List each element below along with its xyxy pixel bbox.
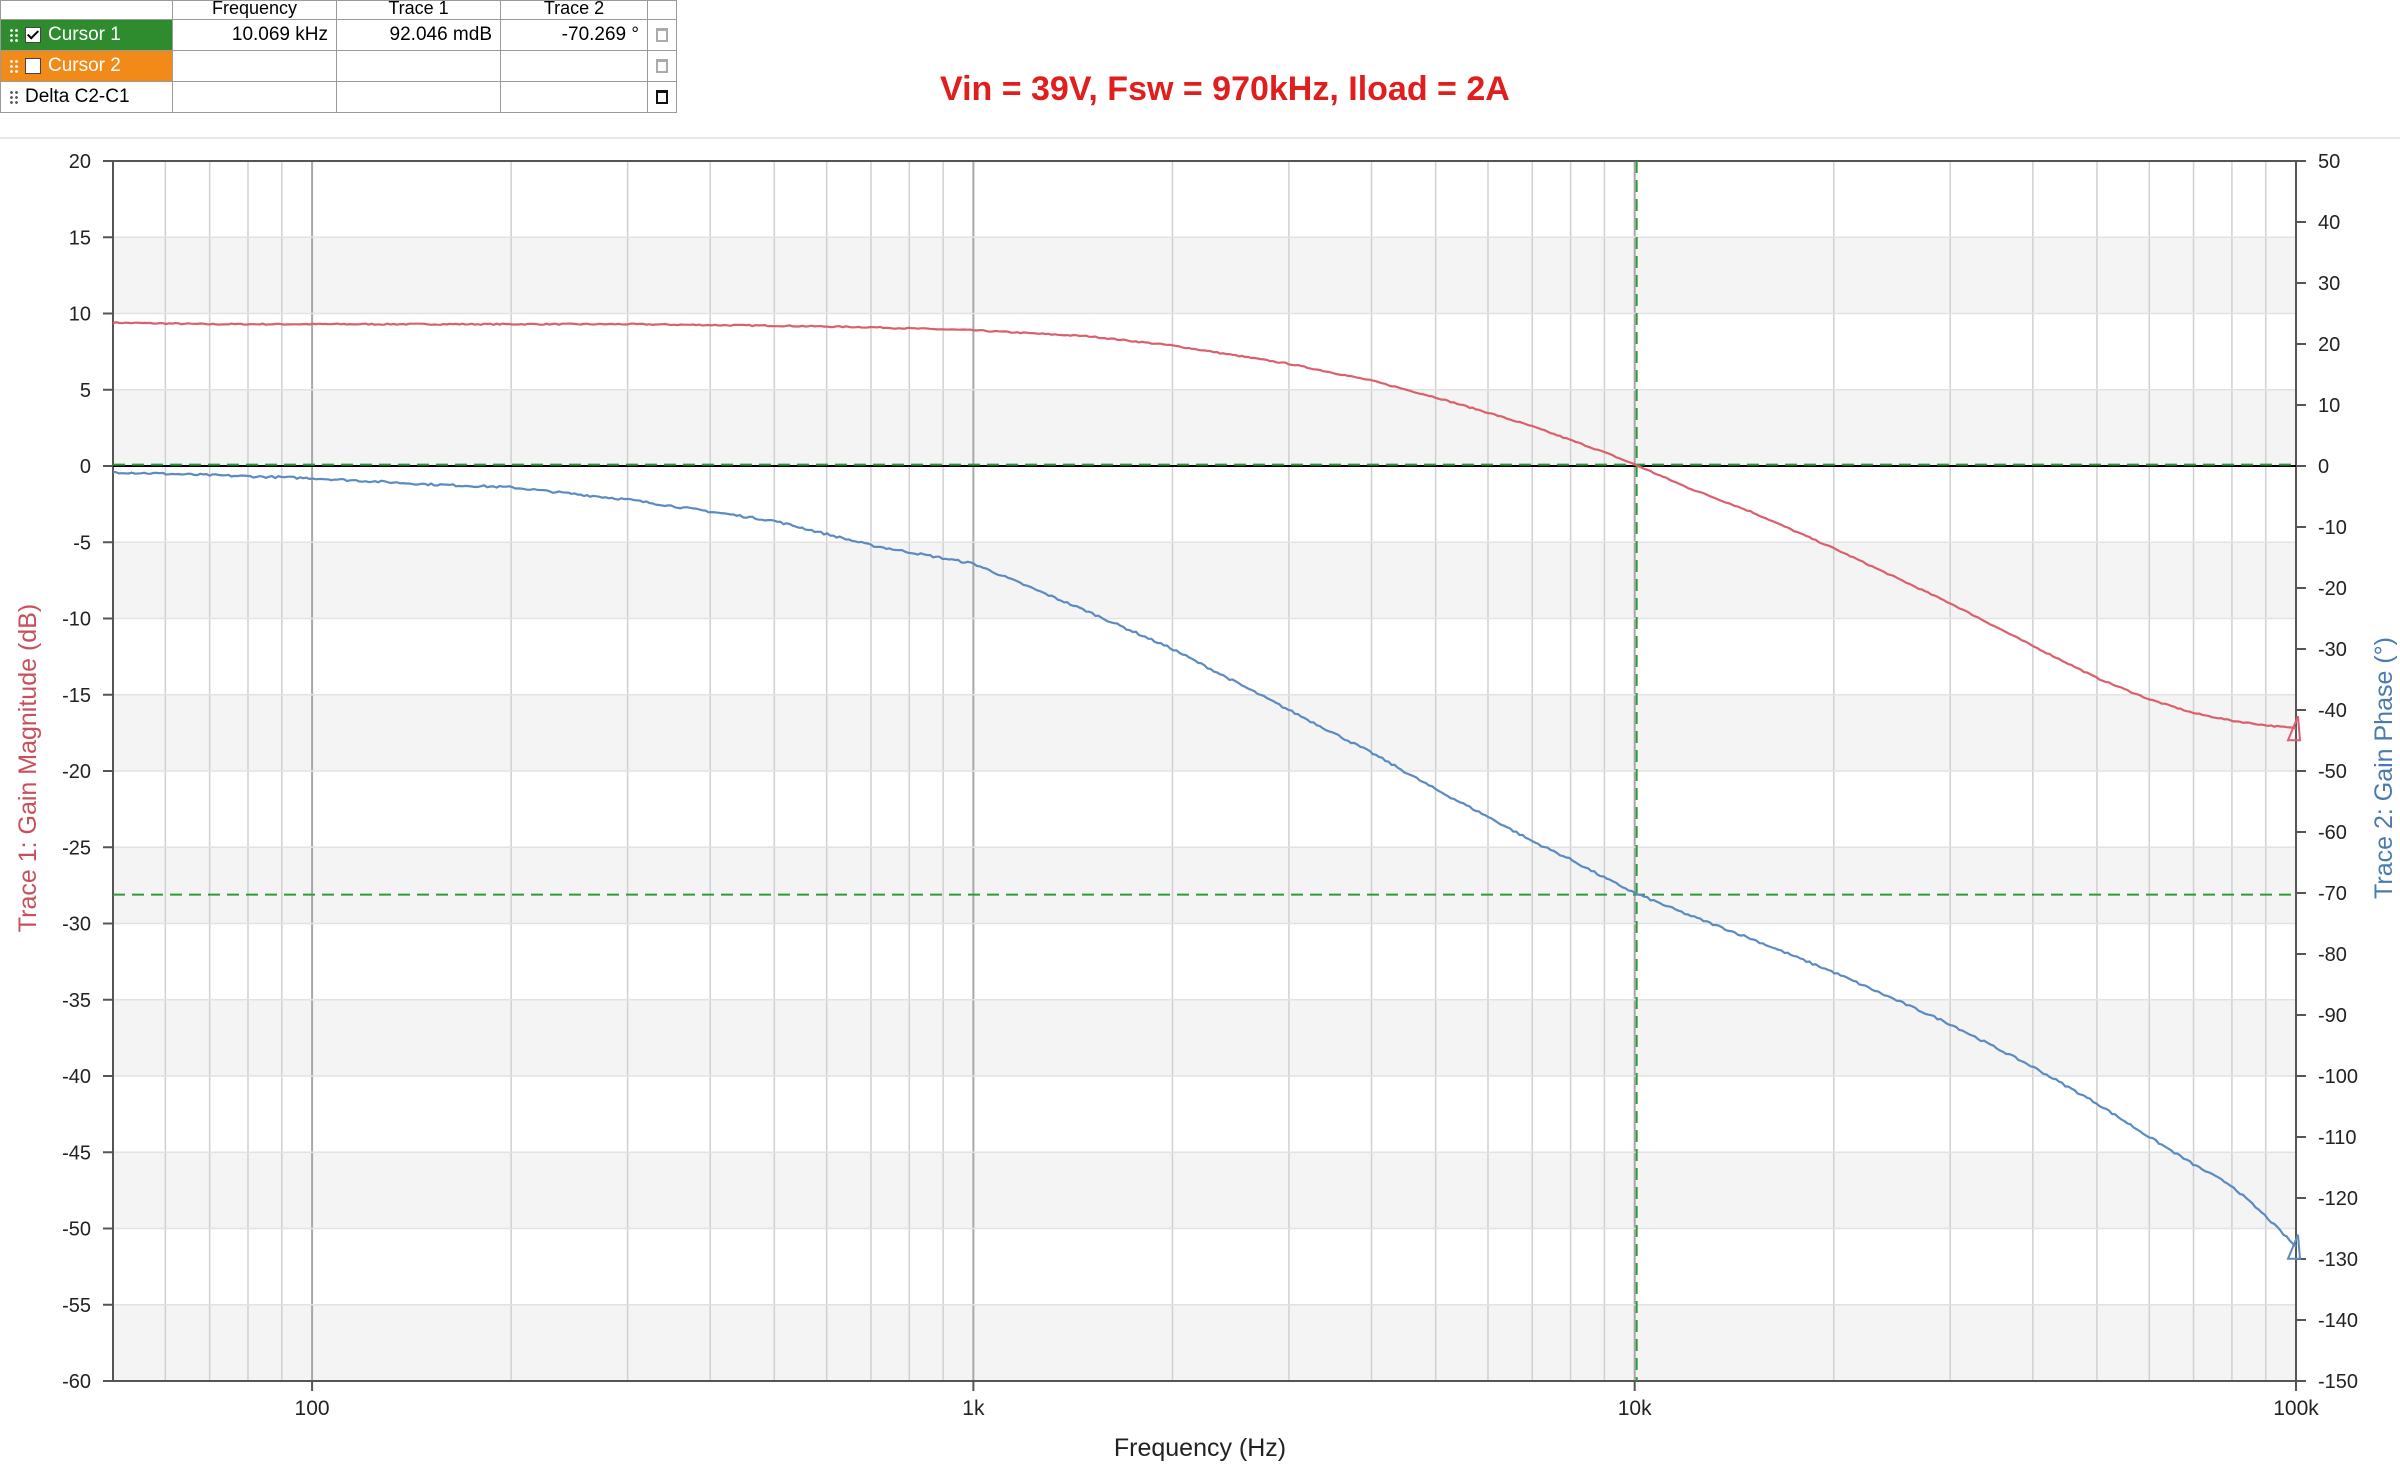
- left-tick-label: -55: [62, 1295, 91, 1317]
- left-tick-label: -25: [62, 837, 91, 859]
- right-tick-label: -20: [2318, 578, 2347, 600]
- right-tick-label: -10: [2318, 517, 2347, 539]
- plot-band: [113, 847, 2296, 924]
- cursor-lines: [113, 161, 2296, 1381]
- left-tick-label: -5: [73, 532, 91, 554]
- cursor-2-checkbox[interactable]: [25, 57, 41, 74]
- trace-1-line: [112, 321, 2297, 730]
- divider: [0, 137, 2400, 139]
- delta-label: Delta C2-C1: [25, 86, 130, 107]
- plot-bands: [113, 237, 2296, 1381]
- left-axis-ticks: 20 15 10 5 0 -5 -10 -15 -20 -25 -30 -35 -40 -45 -50 -55…: [62, 151, 113, 1393]
- cursor-row-2[interactable]: Cursor 2: [0, 50, 677, 82]
- x-axis-ticks: 100 1k 10k 100k: [295, 1381, 2319, 1420]
- right-tick-label: -30: [2318, 639, 2347, 661]
- plot-band: [113, 999, 2296, 1076]
- delta-trace1: [336, 81, 501, 113]
- plot-band: [113, 389, 2296, 466]
- delta-row[interactable]: Delta C2-C1: [0, 81, 677, 113]
- x-tick-label: 10k: [1618, 1397, 1652, 1420]
- right-tick-label: -120: [2318, 1188, 2358, 1210]
- right-tick-label: 20: [2318, 334, 2340, 356]
- drag-handle-icon[interactable]: [9, 89, 19, 104]
- right-tick-label: -110: [2318, 1127, 2357, 1149]
- drag-handle-icon[interactable]: [9, 58, 19, 73]
- left-axis-label: Trace 1: Gain Magnitude (dB): [14, 604, 42, 932]
- right-tick-label: -150: [2318, 1371, 2358, 1393]
- header-trace2[interactable]: Trace 2: [500, 0, 648, 20]
- traces: [112, 321, 2302, 1260]
- right-tick-label: -60: [2318, 822, 2347, 844]
- left-tick-label: -40: [62, 1066, 91, 1088]
- right-tick-label: 50: [2318, 151, 2340, 173]
- cursor-2-label: Cursor 2: [48, 55, 121, 76]
- left-tick-label: 20: [69, 151, 91, 173]
- right-tick-label: -140: [2318, 1310, 2358, 1332]
- left-tick-label: -45: [62, 1142, 91, 1164]
- trash-icon: [656, 27, 668, 42]
- drag-handle-icon[interactable]: [9, 27, 19, 42]
- left-tick-label: 10: [69, 304, 91, 326]
- right-tick-label: -80: [2318, 944, 2347, 966]
- x-tick-label: 1k: [962, 1397, 985, 1420]
- header-blank: [0, 0, 173, 20]
- delta-delete-button[interactable]: [647, 81, 677, 113]
- right-tick-label: 10: [2318, 395, 2340, 417]
- plot-band: [113, 1304, 2296, 1381]
- cursor-1-trace2: -70.269 °: [500, 19, 648, 51]
- plot-band: [113, 542, 2296, 619]
- cursor-1-name-cell[interactable]: Cursor 1: [0, 19, 173, 51]
- plot-band: [113, 237, 2296, 314]
- delta-frequency: [172, 81, 337, 113]
- trace-2-line: [112, 470, 2297, 1248]
- trash-icon: [656, 89, 668, 104]
- plot-band: [113, 1152, 2296, 1229]
- x-tick-label: 100k: [2273, 1397, 2319, 1420]
- cursor-1-checkbox[interactable]: [25, 26, 41, 43]
- left-tick-label: -60: [62, 1371, 91, 1393]
- left-tick-label: -35: [62, 990, 91, 1012]
- cursor-row-1[interactable]: Cursor 1 10.069 kHz 92.046 mdB -70.269 °: [0, 19, 677, 51]
- trash-icon: [656, 58, 668, 73]
- right-axis-label: Trace 2: Gain Phase (°): [2370, 637, 2398, 899]
- right-tick-label: -70: [2318, 883, 2347, 905]
- right-tick-label: 30: [2318, 273, 2340, 295]
- left-tick-label: -30: [62, 914, 91, 936]
- x-tick-label: 100: [295, 1397, 330, 1420]
- x-axis-label: Frequency (Hz): [1114, 1434, 1286, 1462]
- right-tick-label: -90: [2318, 1005, 2347, 1027]
- left-tick-label: 5: [80, 380, 91, 402]
- plot-band: [113, 694, 2296, 771]
- left-tick-label: -15: [62, 685, 91, 707]
- chart-title: Vin = 39V, Fsw = 970kHz, Iload = 2A: [940, 70, 1510, 108]
- cursor-1-label: Cursor 1: [48, 24, 121, 45]
- delta-trace2: [500, 81, 648, 113]
- left-tick-label: -20: [62, 761, 91, 783]
- trace-2-marker: [2286, 1234, 2302, 1260]
- delta-name-cell[interactable]: Delta C2-C1: [0, 81, 173, 113]
- right-tick-label: -130: [2318, 1249, 2358, 1271]
- right-tick-label: 40: [2318, 212, 2340, 234]
- left-tick-label: -10: [62, 609, 91, 631]
- cursor-1-frequency: 10.069 kHz: [172, 19, 337, 51]
- cursor-2-trace2: [500, 50, 648, 82]
- left-tick-label: -50: [62, 1219, 91, 1241]
- right-tick-label: -100: [2318, 1066, 2358, 1088]
- right-tick-label: -50: [2318, 761, 2347, 783]
- right-axis-ticks: 50 40 30 20 10 0 -10 -20 -30 -40 -50 -60 -70 -80 -90 -1…: [2296, 151, 2358, 1393]
- cursor-table: Frequency Trace 1 Trace 2 Cursor 1 10.06…: [0, 0, 677, 113]
- trace-1-marker: [2286, 715, 2302, 742]
- left-tick-label: 15: [69, 227, 91, 249]
- left-tick-label: 0: [80, 456, 91, 478]
- right-tick-label: -40: [2318, 700, 2347, 722]
- right-tick-label: 0: [2318, 456, 2329, 478]
- header-frequency[interactable]: Frequency: [172, 0, 337, 20]
- cursor-2-frequency: [172, 50, 337, 82]
